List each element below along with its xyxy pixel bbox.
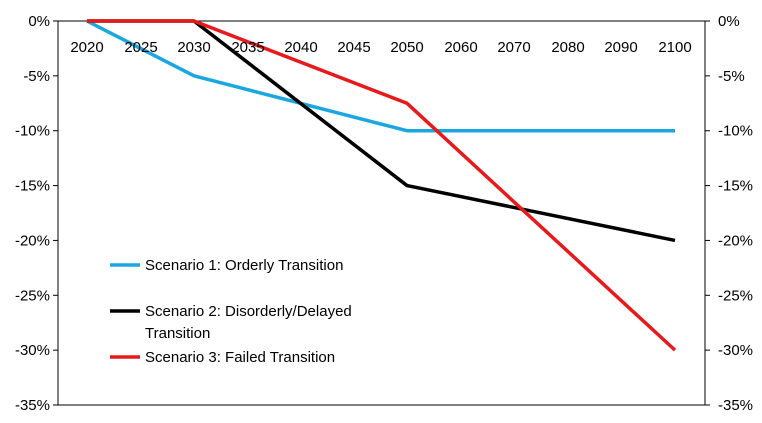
left-y-tick-label: -20%: [15, 232, 50, 249]
x-tick-layer: 2020 2025 2030 2035 2040 2045 2050 2060 2070 2080…: [70, 39, 691, 56]
legend-label-3: Scenario 3: Failed Transition: [145, 349, 335, 366]
left-y-tick-label: -25%: [15, 287, 50, 304]
left-y-tick-label: -35%: [15, 397, 50, 414]
left-y-tick-label: -10%: [15, 123, 50, 140]
x-tick-label: 2060: [444, 39, 477, 56]
legend-label-1: Scenario 1: Orderly Transition: [145, 257, 343, 274]
right-y-tick-label: -10%: [718, 123, 753, 140]
left-y-tick-label: -15%: [15, 178, 50, 195]
series-line-1: [86, 19, 675, 133]
x-tick-label: 2035: [231, 39, 264, 56]
legend-label-2: Scenario 2: Disorderly/Delayed: [145, 303, 352, 320]
right-y-tick-label: 0%: [718, 13, 740, 30]
x-tick-label: 2100: [658, 39, 691, 56]
right-y-tick-label: -20%: [718, 232, 753, 249]
left-y-tick-label: -30%: [15, 342, 50, 359]
x-tick-label: 2020: [70, 39, 103, 56]
x-tick-label: 2030: [177, 39, 210, 56]
right-y-tick-label: -5%: [718, 68, 745, 85]
series-line-3: [87, 19, 677, 352]
x-tick-label: 2070: [497, 39, 530, 56]
legend-label-2: Transition: [145, 325, 210, 342]
right-y-tick-label: -30%: [718, 342, 753, 359]
left-y-tick-label: 0%: [28, 13, 50, 30]
right-y-tick-label: -35%: [718, 397, 753, 414]
x-tick-label: 2045: [337, 39, 370, 56]
axes-layer: 0% 0% -5% -5% -10% -10% -15% -15% -20% -20% -25% -2…: [15, 13, 753, 414]
x-tick-label: 2025: [124, 39, 157, 56]
x-tick-label: 2080: [551, 39, 584, 56]
right-y-tick-label: -25%: [718, 287, 753, 304]
x-tick-label: 2090: [604, 39, 637, 56]
right-y-tick-label: -15%: [718, 178, 753, 195]
x-tick-label: 2040: [284, 39, 317, 56]
series-layer: [86, 19, 677, 352]
legend: Scenario 1: Orderly Transition Scenario 2…: [110, 257, 352, 366]
left-y-tick-label: -5%: [23, 68, 50, 85]
x-tick-label: 2050: [390, 39, 423, 56]
